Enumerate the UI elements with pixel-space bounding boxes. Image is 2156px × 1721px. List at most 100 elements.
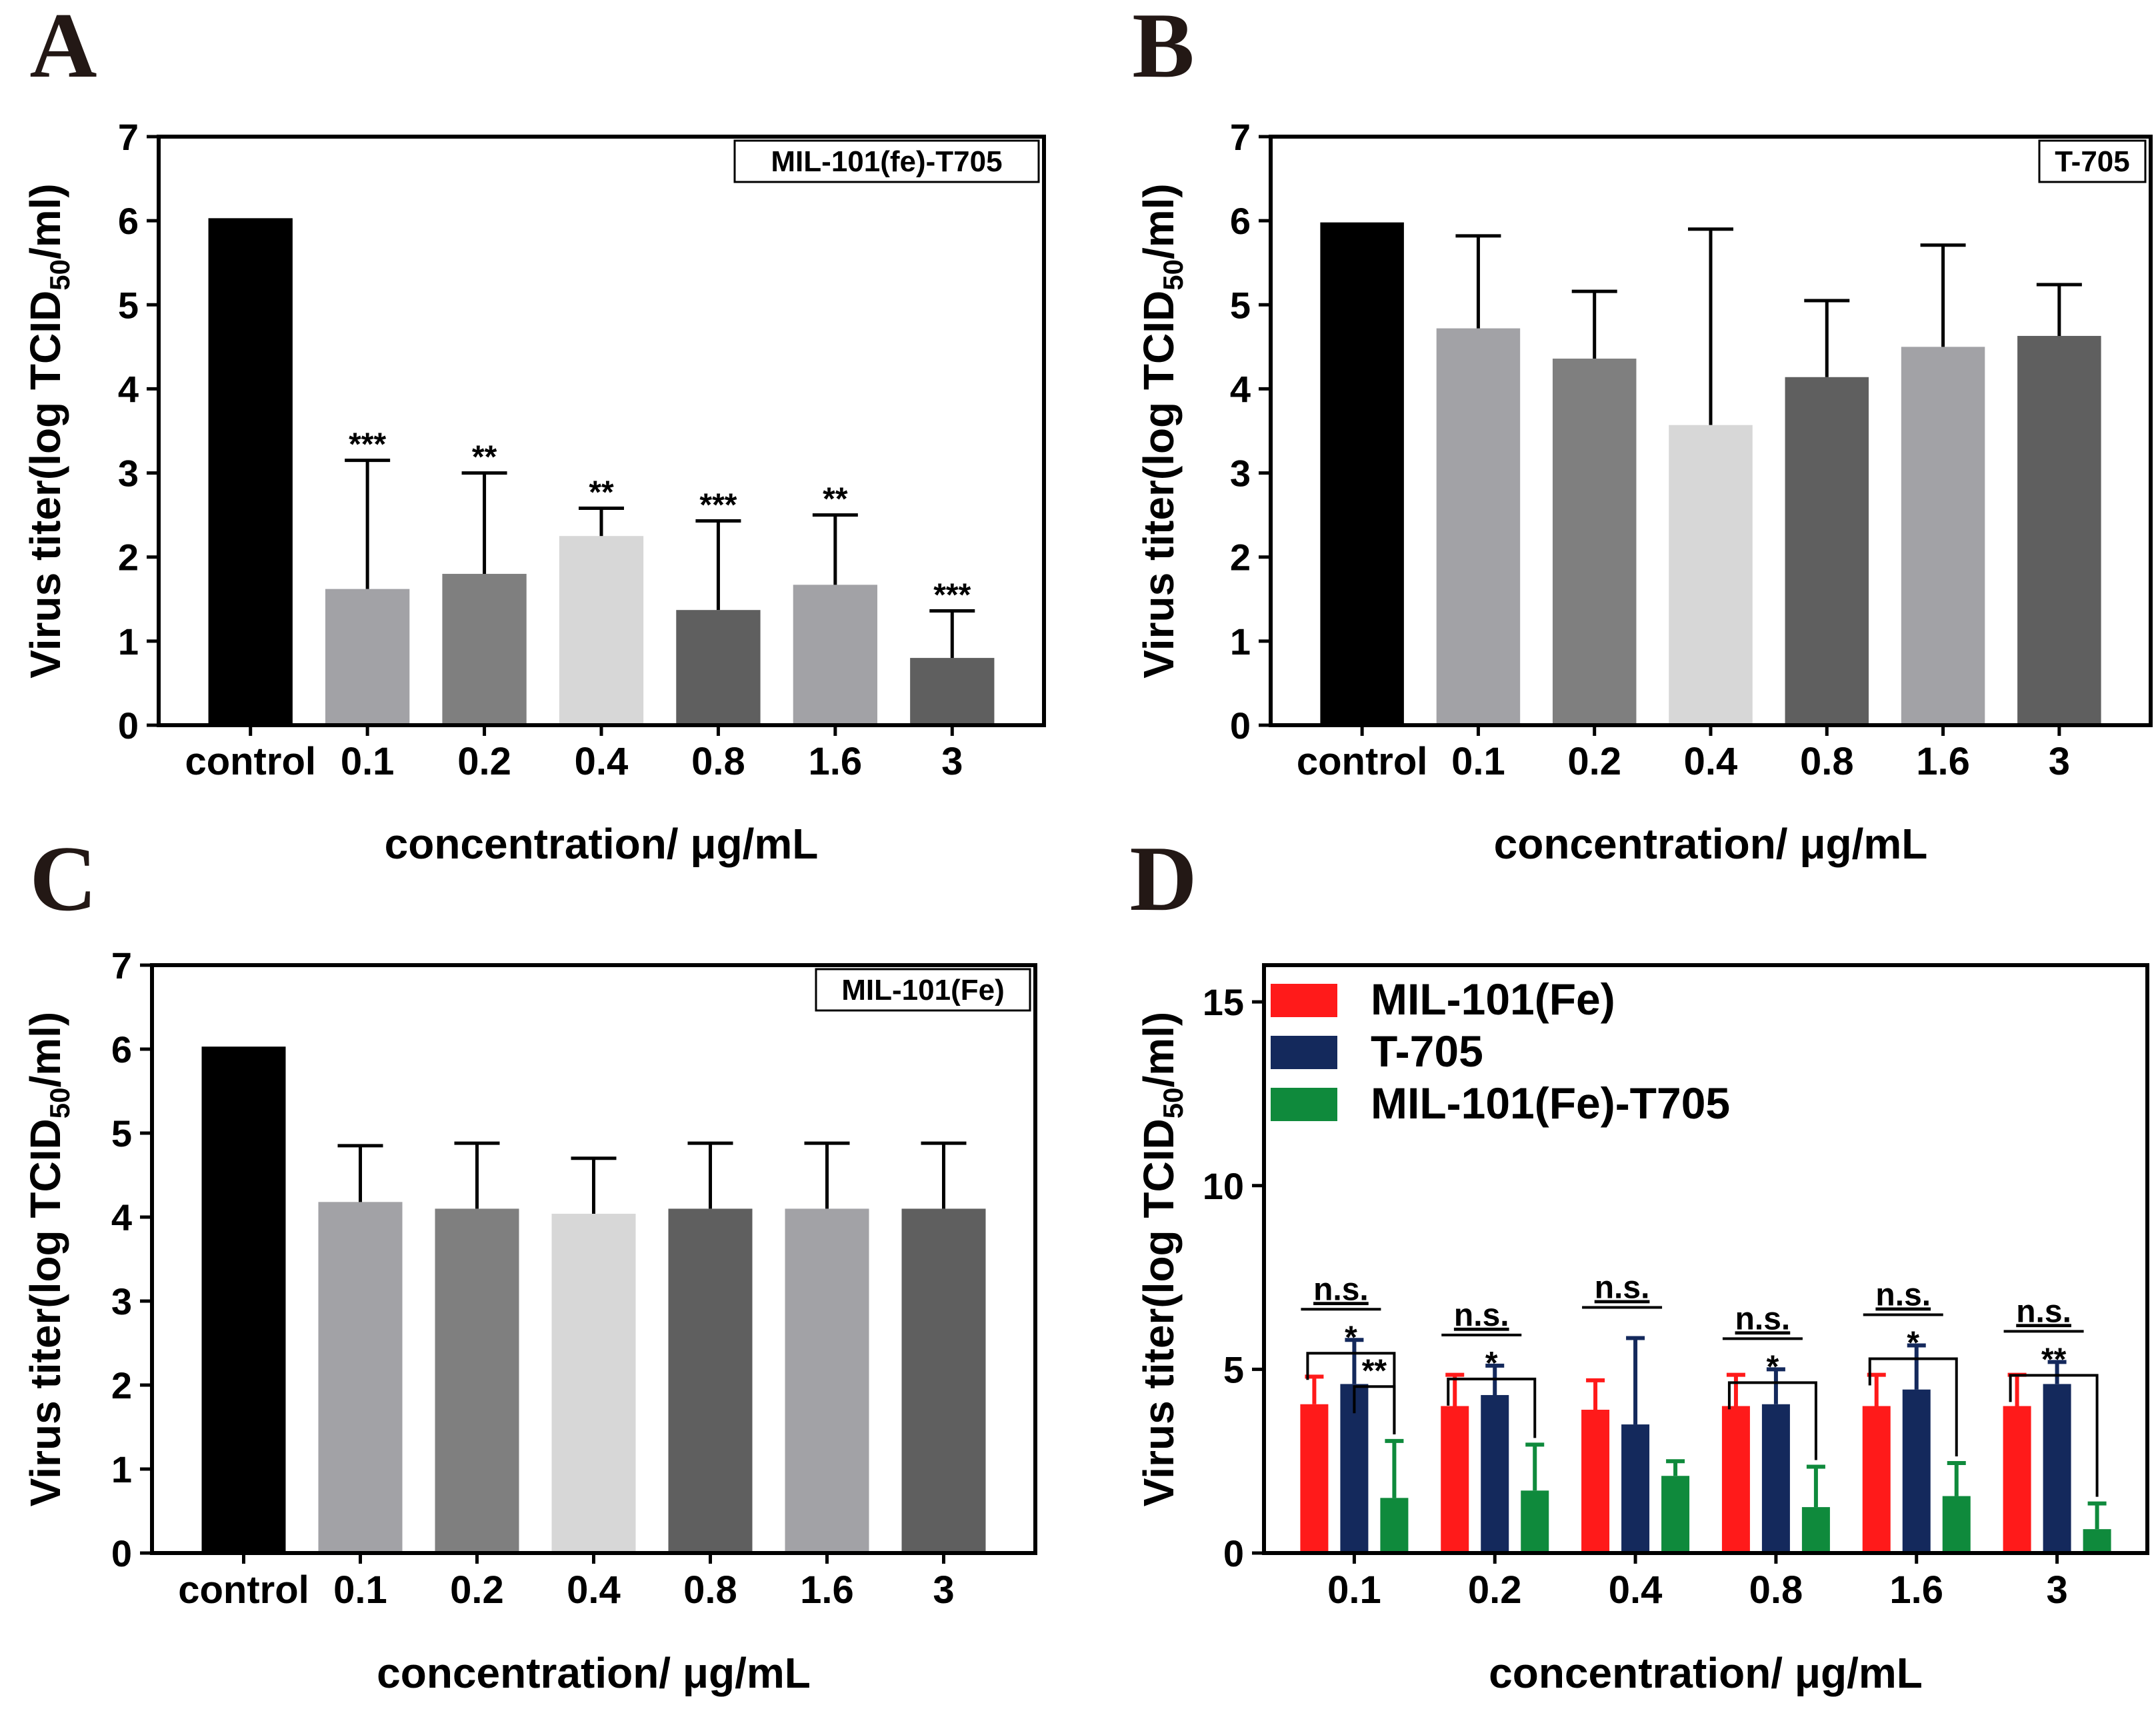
bar: [793, 585, 878, 725]
y-tick-label: 4: [111, 1196, 132, 1238]
ns-label: n.s.: [1595, 1270, 1650, 1306]
significance-label: **: [589, 475, 614, 511]
legend-box-label: MIL-101(fe)-T705: [771, 145, 1002, 178]
y-axis-label-sub: 50: [44, 1088, 75, 1119]
y-tick-label: 0: [1223, 1532, 1244, 1574]
ns-label: n.s.: [1313, 1272, 1369, 1307]
x-tick-label: 0.8: [691, 740, 745, 783]
legend-box-label: T-705: [2055, 145, 2130, 178]
x-axis-label: concentration/ μg/mL: [385, 820, 819, 868]
y-axis-label-sub: 50: [1157, 1088, 1189, 1119]
y-tick-label: 5: [111, 1112, 132, 1154]
significance-bracket: [2009, 1374, 2099, 1497]
x-tick-label: 3: [941, 740, 963, 783]
bar: [1901, 347, 1985, 725]
legend-box: [733, 139, 1040, 183]
x-tick-label: 0.1: [341, 740, 395, 783]
significance-bracket: [1353, 1385, 1396, 1434]
significance-label: **: [823, 482, 848, 517]
bar-mil-101-fe-t705: [2083, 1529, 2111, 1553]
bar-t-705: [1621, 1424, 1650, 1553]
y-tick-label: 6: [1230, 200, 1251, 242]
x-tick-label: control: [1297, 740, 1428, 783]
y-axis-label-tail: /ml): [21, 183, 69, 259]
bar-mil-101-fe-: [1581, 1410, 1610, 1553]
plot-frame: [150, 963, 1037, 1555]
y-tick-label: 5: [1230, 284, 1251, 326]
y-axis-label-main: Virus titer(log TCID: [1135, 291, 1183, 679]
y-axis-label: Virus titer(log TCID50/ml): [21, 183, 75, 678]
ns-label: n.s.: [1735, 1301, 1791, 1336]
y-axis-label-main: Virus titer(log TCID: [21, 1118, 69, 1506]
significance-bracket: [1727, 1381, 1817, 1460]
y-axis-label-sub: 50: [44, 259, 75, 291]
plot-frame: [157, 135, 1046, 727]
legend-label: T-705: [1371, 1026, 1483, 1076]
x-tick-label: 0.2: [450, 1568, 504, 1612]
y-tick-label: 7: [118, 116, 139, 158]
plot-frame: [1262, 963, 2149, 1555]
y-tick-label: 15: [1203, 981, 1244, 1023]
y-tick-label: 4: [1230, 368, 1251, 410]
legend-label: MIL-101(Fe)-T705: [1371, 1078, 1730, 1128]
bar: [901, 1208, 986, 1553]
legend-swatch: [1271, 1088, 1337, 1121]
x-axis-label: concentration/ μg/mL: [377, 1649, 811, 1697]
significance-label: **: [2041, 1342, 2067, 1377]
significance-label: *: [1767, 1349, 1779, 1384]
y-tick-label: 3: [111, 1280, 132, 1322]
bar: [676, 610, 761, 725]
significance-label: ***: [933, 577, 971, 613]
bar-mil-101-fe-: [2003, 1406, 2031, 1553]
y-axis-label-sub: 50: [1157, 259, 1189, 291]
x-tick-label: 1.6: [809, 740, 863, 783]
legend-label: MIL-101(Fe): [1371, 974, 1615, 1024]
y-tick-label: 10: [1203, 1165, 1244, 1207]
x-tick-label: 1.6: [800, 1568, 854, 1612]
bar: [435, 1208, 519, 1553]
x-tick-label: 0.1: [1327, 1568, 1381, 1612]
x-tick-label: 0.2: [457, 740, 511, 783]
x-tick-label: 3: [2049, 740, 2070, 783]
ns-label: n.s.: [1875, 1278, 1931, 1313]
bar-mil-101-fe-t705: [1661, 1476, 1690, 1553]
bar: [318, 1202, 403, 1553]
bar: [1669, 425, 1753, 725]
significance-label: *: [1907, 1326, 1919, 1361]
panel-label: B: [1132, 0, 1194, 97]
y-tick-label: 2: [111, 1364, 132, 1406]
y-axis-label-main: Virus titer(log TCID: [1135, 1118, 1183, 1506]
bar: [325, 589, 410, 725]
panel-a: A 0 1 2 3 4 5 6 7 Virus titer(log TCID50/ml) conce…: [21, 0, 1046, 868]
x-tick-label: 1.6: [1889, 1568, 1943, 1612]
y-tick-label: 3: [118, 453, 139, 495]
legend-box-label: MIL-101(Fe): [841, 974, 1004, 1006]
bar: [442, 573, 527, 725]
y-tick-label: 0: [1230, 705, 1251, 747]
x-axis-label: concentration/ μg/mL: [1489, 1649, 1923, 1697]
x-tick-label: 0.8: [683, 1568, 737, 1612]
y-tick-label: 7: [1230, 116, 1251, 158]
x-tick-label: 0.1: [1451, 740, 1505, 783]
bar-mil-101-fe-t705: [1942, 1496, 1971, 1553]
x-tick-label: 0.2: [1567, 740, 1621, 783]
y-tick-label: 2: [118, 537, 139, 579]
bar: [2017, 335, 2101, 725]
y-axis-label-main: Virus titer(log TCID: [21, 291, 69, 679]
panel-c: C 0 1 2 3 4 5 6 7 Virus titer(log TCID50/ml) conce…: [21, 827, 1037, 1697]
bar: [1320, 222, 1404, 725]
y-tick-label: 6: [111, 1028, 132, 1070]
y-tick-label: 2: [1230, 537, 1251, 579]
bar: [910, 658, 995, 725]
legend-swatch: [1271, 1036, 1337, 1069]
x-tick-label: control: [185, 740, 316, 783]
y-tick-label: 5: [1223, 1348, 1244, 1390]
legend-box: [815, 968, 1031, 1012]
significance-label: **: [1362, 1353, 1387, 1388]
legend-box: [2038, 139, 2147, 183]
x-tick-label: 0.1: [333, 1568, 387, 1612]
y-tick-label: 3: [1230, 453, 1251, 495]
panel-label: A: [29, 0, 97, 97]
bar-t-705: [1481, 1394, 1509, 1553]
